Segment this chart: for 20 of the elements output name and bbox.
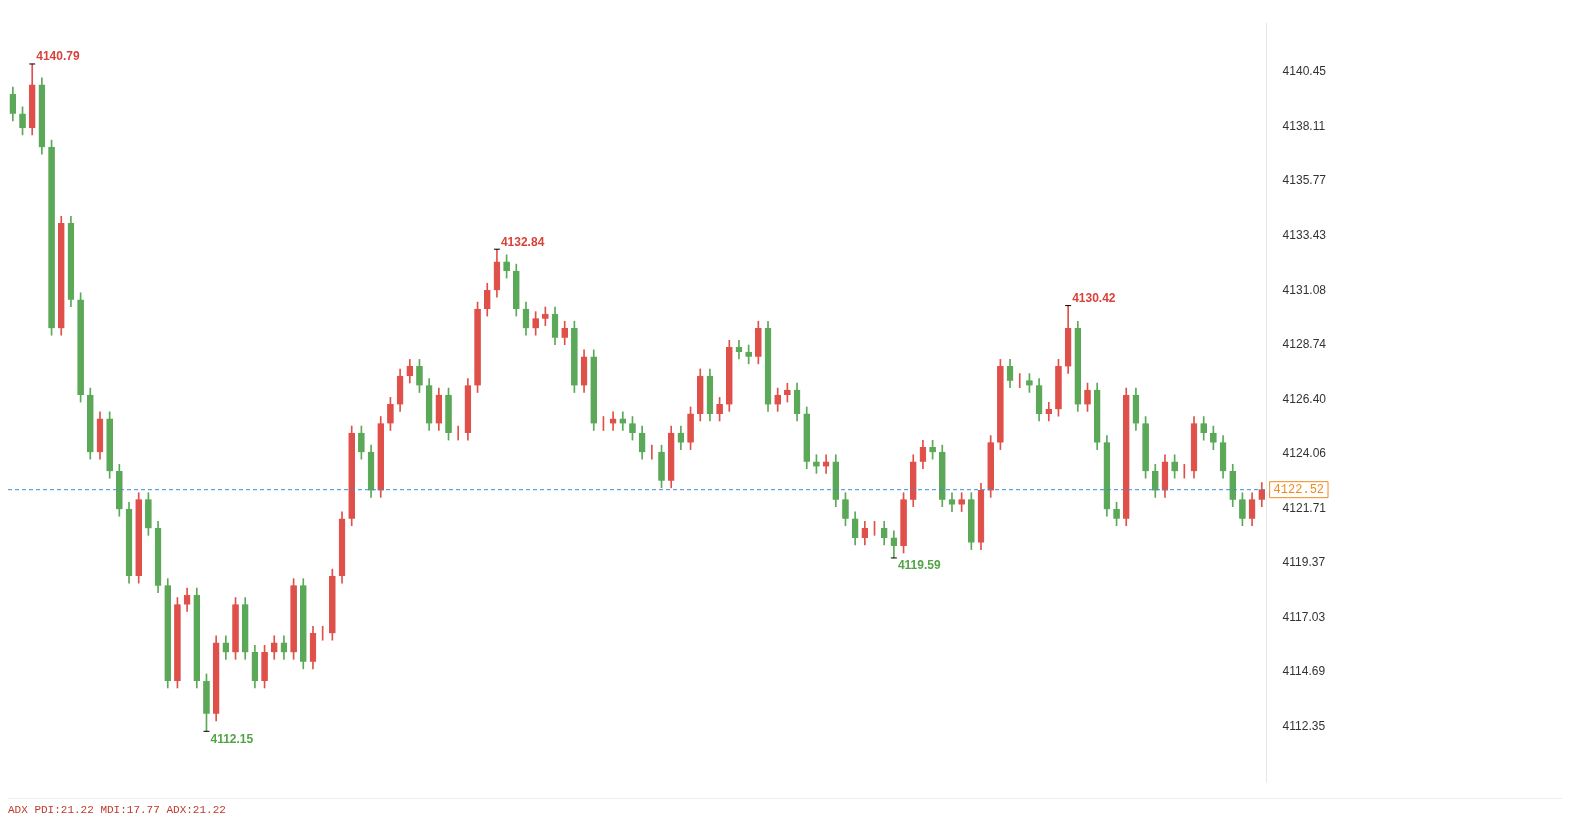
text: ADX PDI:21.22 MDI:17.77 ADX:21.22 — [8, 804, 226, 816]
y-tick-label: 4126.40 — [1282, 391, 1327, 406]
y-tick-label: 4119.37 — [1282, 555, 1326, 570]
y-tick-label: 4133.43 — [1282, 227, 1327, 242]
y-tick-label: 4124.06 — [1282, 446, 1327, 461]
y-tick-label: 4112.35 — [1282, 718, 1326, 733]
y-tick-label: 4114.69 — [1282, 664, 1326, 679]
y-tick-label: 4138.11 — [1282, 118, 1326, 133]
annotation: 4140.79 — [36, 49, 80, 64]
annotation: 4112.15 — [210, 731, 254, 746]
annotation: 4132.84 — [500, 234, 545, 249]
annotation: 4130.42 — [1072, 290, 1116, 305]
y-tick-label: 4128.74 — [1282, 337, 1327, 352]
y-tick-label: 4140.45 — [1282, 64, 1327, 79]
y-tick-label: 4117.03 — [1282, 609, 1326, 624]
annotation: 4119.59 — [897, 558, 941, 573]
ref-line-label: 4122.52 — [1273, 482, 1325, 497]
y-tick-label: 4121.71 — [1282, 500, 1327, 515]
y-tick-label: 4131.08 — [1282, 282, 1327, 297]
y-tick-label: 4135.77 — [1282, 173, 1327, 188]
